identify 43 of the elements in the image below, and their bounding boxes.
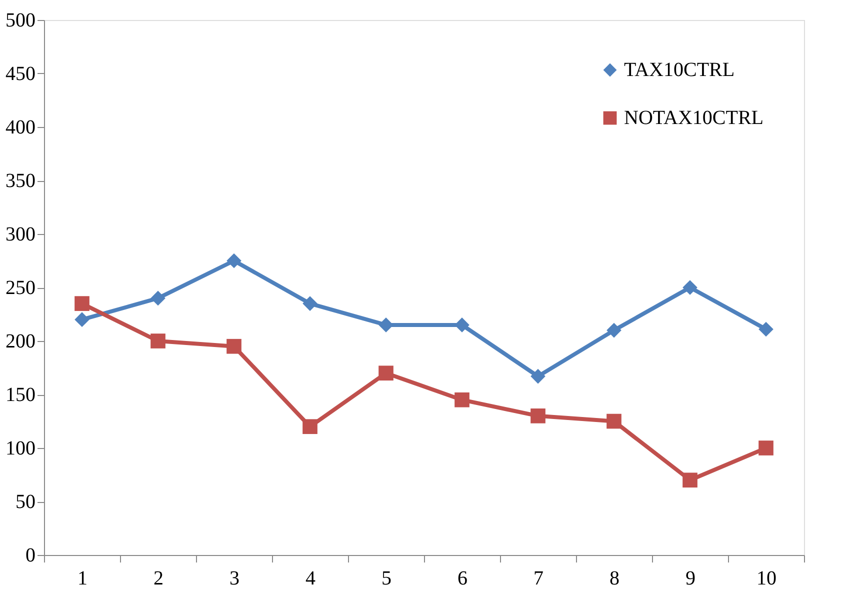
y-tick-label: 500 <box>6 10 36 32</box>
point <box>74 296 90 311</box>
y-tick-label: 150 <box>6 384 36 406</box>
point <box>226 253 242 268</box>
point <box>530 408 546 424</box>
point <box>74 312 90 328</box>
y-tick-label: 400 <box>6 116 36 138</box>
point <box>150 290 166 306</box>
point <box>454 392 470 408</box>
point <box>758 440 774 456</box>
x-tick-label: 1 <box>78 568 88 590</box>
x-tick-label: 8 <box>610 568 620 590</box>
point <box>606 414 622 429</box>
x-tick-label: 9 <box>686 568 696 590</box>
x-tick-label: 4 <box>306 568 316 590</box>
x-tick-label: 2 <box>154 568 164 590</box>
point <box>454 318 470 332</box>
x-tick-label: 10 <box>756 568 776 590</box>
x-tick-label: 7 <box>534 568 544 590</box>
point <box>302 296 318 311</box>
legend-label: TAX10CTRL <box>624 59 735 81</box>
y-tick-label: 100 <box>6 438 36 460</box>
x-tick-label: 5 <box>382 568 392 590</box>
point <box>378 318 394 332</box>
point <box>682 280 698 295</box>
y-tick-label: 250 <box>6 277 36 299</box>
point <box>530 368 546 384</box>
y-tick-label: 450 <box>6 63 36 85</box>
point <box>150 334 166 348</box>
y-tick-label: 350 <box>6 170 36 192</box>
legend-label: NOTAX10CTRL <box>624 107 764 129</box>
point <box>302 419 318 434</box>
point <box>758 322 774 337</box>
point <box>682 472 698 488</box>
y-tick-label: 50 <box>16 491 36 513</box>
x-tick-label: 3 <box>230 568 240 590</box>
x-tick-label: 6 <box>458 568 468 590</box>
point <box>378 366 394 381</box>
point <box>606 322 622 338</box>
y-tick-label: 300 <box>6 224 36 246</box>
y-tick-label: 200 <box>6 330 36 352</box>
y-tick-label: 0 <box>26 544 36 566</box>
point <box>226 338 242 354</box>
